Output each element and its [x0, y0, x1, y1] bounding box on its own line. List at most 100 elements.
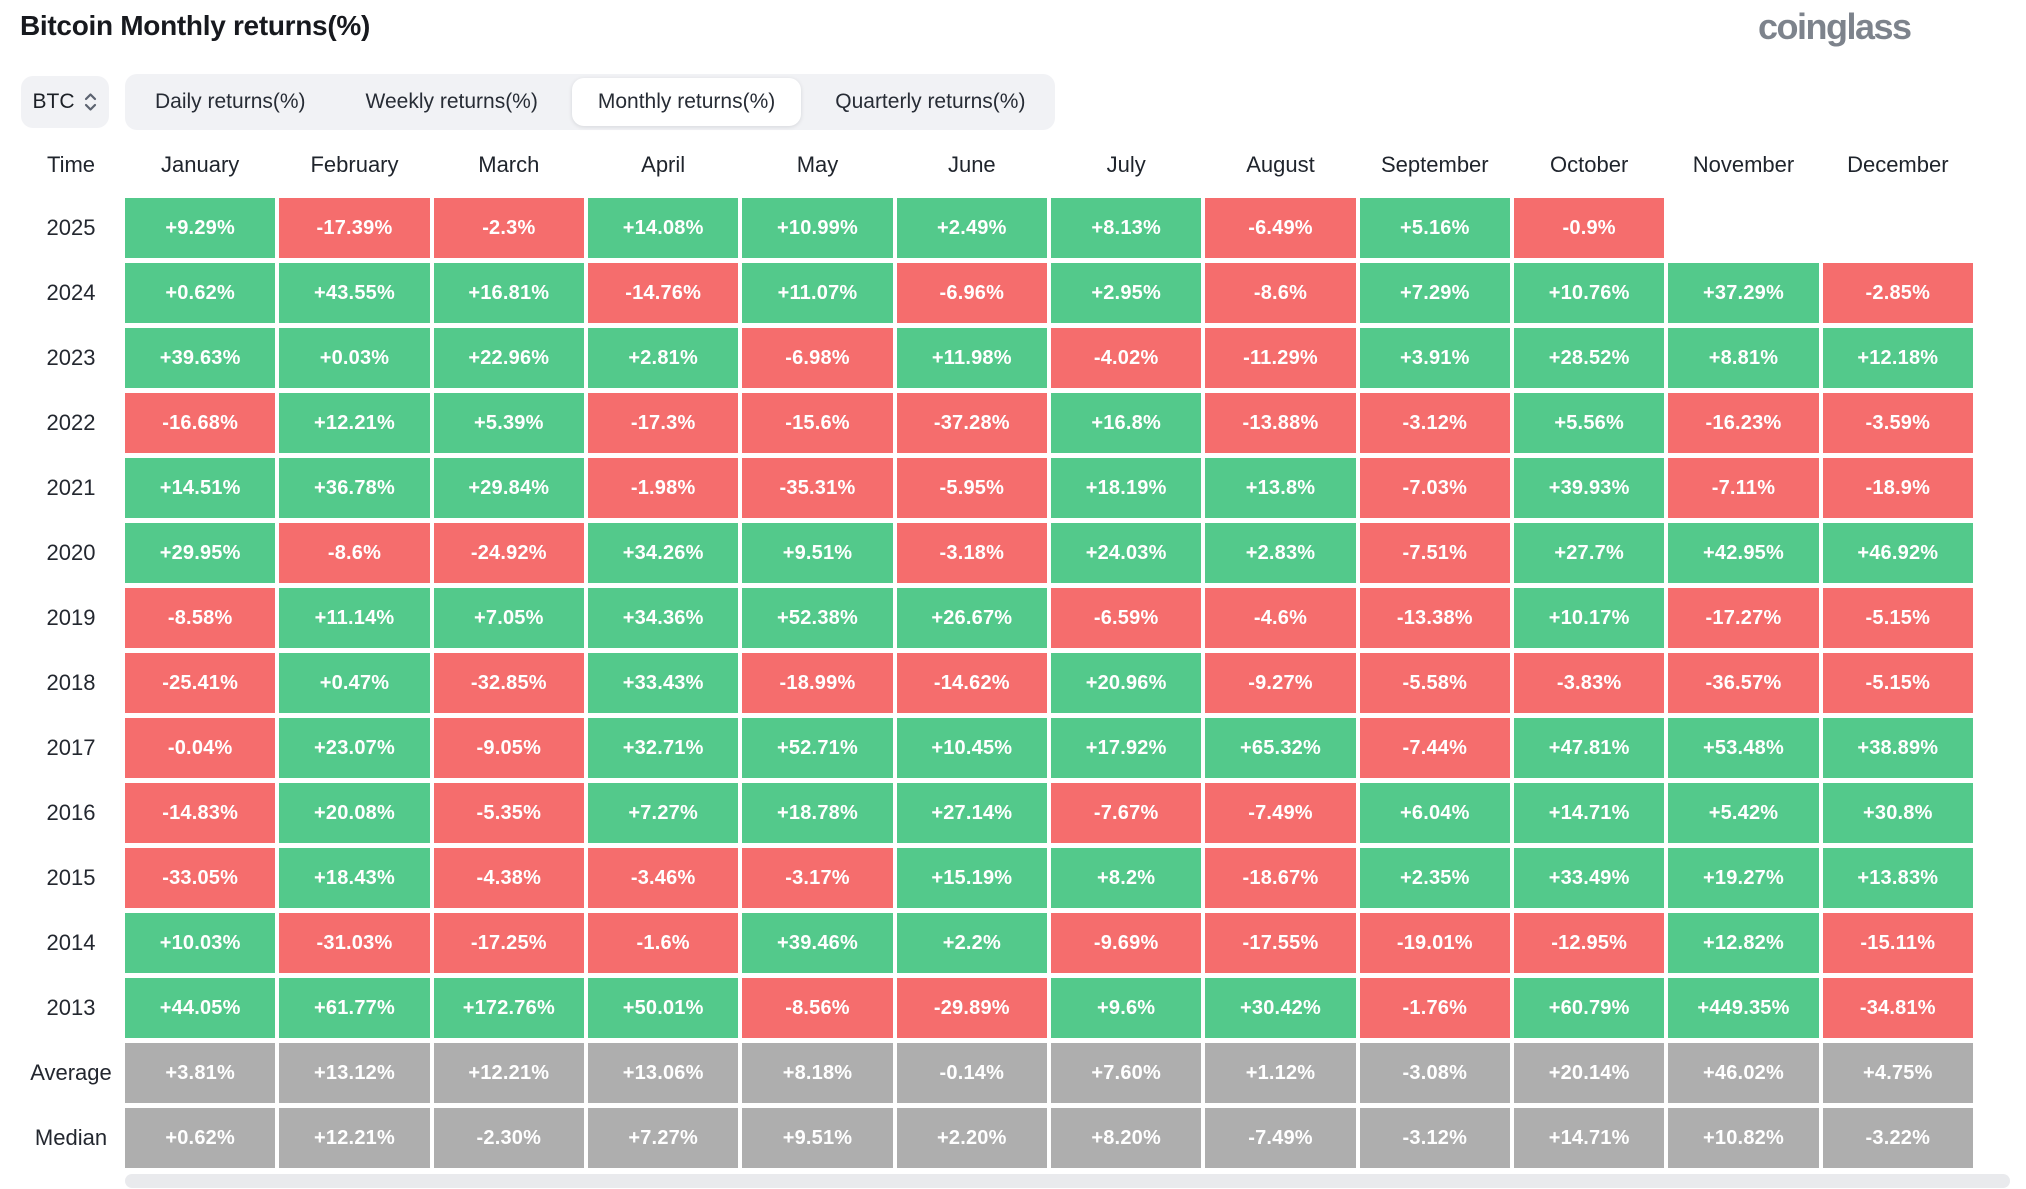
tab-quarterly-returns[interactable]: Quarterly returns(%) — [805, 74, 1055, 130]
return-cell: +10.76% — [1513, 263, 1665, 323]
coin-selector[interactable]: BTC — [21, 76, 109, 128]
return-cell: -35.31% — [742, 458, 893, 518]
return-cell: +33.43% — [587, 653, 739, 713]
return-cell: +10.03% — [125, 913, 276, 973]
return-cell: -14.83% — [125, 783, 276, 843]
return-cell: -17.27% — [1668, 588, 1819, 648]
return-cell: -18.67% — [1205, 848, 1356, 908]
return-cell: -15.6% — [742, 393, 893, 453]
return-cell: -0.9% — [1513, 198, 1665, 258]
return-cell: -4.02% — [1050, 328, 1202, 388]
return-cell: -5.58% — [1359, 653, 1510, 713]
return-cell: +8.20% — [1050, 1108, 1202, 1168]
year-row-label-2013: 2013 — [46, 995, 96, 1020]
table-row-2013: 2013 +44.05% +61.77% +172.76% +50.01% -8.56% -… — [21, 978, 1973, 1038]
return-cell: +30.42% — [1205, 978, 1356, 1038]
return-cell: +4.75% — [1822, 1043, 1973, 1103]
return-cell: -3.83% — [1513, 653, 1665, 713]
year-row-label-2019: 2019 — [46, 605, 96, 630]
return-cell-empty — [1823, 198, 1973, 258]
return-cell: +36.78% — [279, 458, 430, 518]
return-cell: -1.76% — [1359, 978, 1510, 1038]
return-cell: +26.67% — [896, 588, 1047, 648]
return-cell: -2.3% — [433, 198, 584, 258]
return-cell: -11.29% — [1205, 328, 1356, 388]
page-title: Bitcoin Monthly returns(%) — [20, 10, 370, 41]
horizontal-scrollbar[interactable] — [125, 1174, 2010, 1188]
tab-monthly-returns[interactable]: Monthly returns(%) — [571, 78, 802, 126]
return-cell: -36.57% — [1668, 653, 1819, 713]
return-cell: -15.11% — [1822, 913, 1973, 973]
return-cell: -19.01% — [1359, 913, 1510, 973]
return-cell: +12.21% — [433, 1043, 584, 1103]
month-header-june: June — [947, 152, 996, 177]
return-cell: -9.69% — [1050, 913, 1202, 973]
return-cell: -18.99% — [742, 653, 893, 713]
return-cell: +23.07% — [279, 718, 430, 778]
return-cell: +3.81% — [125, 1043, 276, 1103]
return-cell: +16.8% — [1050, 393, 1202, 453]
return-cell-empty — [1668, 198, 1818, 258]
table-row-2024: 2024 +0.62% +43.55% +16.81% -14.76% +11.07% -6… — [21, 263, 1973, 323]
tab-daily-returns[interactable]: Daily returns(%) — [125, 74, 336, 130]
return-cell: +2.49% — [896, 198, 1047, 258]
return-cell: -13.88% — [1205, 393, 1356, 453]
return-cell: +8.81% — [1668, 328, 1819, 388]
year-row-label-2022: 2022 — [46, 410, 96, 435]
monthly-returns-table: Time January February March April May June July… — [21, 140, 1973, 1173]
year-row-label-2015: 2015 — [46, 865, 96, 890]
return-cell: +46.92% — [1822, 523, 1973, 583]
return-cell: +44.05% — [125, 978, 276, 1038]
return-cell: -6.49% — [1205, 198, 1356, 258]
return-cell: -6.59% — [1050, 588, 1202, 648]
return-cell: +2.95% — [1050, 263, 1202, 323]
return-cell: +9.6% — [1050, 978, 1202, 1038]
return-cell: -3.46% — [587, 848, 739, 908]
return-cell: +5.42% — [1668, 783, 1819, 843]
return-cell: +27.7% — [1513, 523, 1665, 583]
return-cell: +24.03% — [1050, 523, 1202, 583]
return-cell: +18.78% — [742, 783, 893, 843]
return-cell: -5.15% — [1822, 653, 1973, 713]
return-cell: +14.51% — [125, 458, 276, 518]
return-cell: -0.14% — [896, 1043, 1047, 1103]
return-cell: -3.17% — [742, 848, 893, 908]
return-cell: -24.92% — [433, 523, 584, 583]
table-row-2015: 2015 -33.05% +18.43% -4.38% -3.46% -3.17% +15.… — [21, 848, 1973, 908]
return-cell: +53.48% — [1668, 718, 1819, 778]
return-cell: +7.05% — [433, 588, 584, 648]
return-cell: -7.03% — [1359, 458, 1510, 518]
return-cell: +60.79% — [1513, 978, 1665, 1038]
month-header-march: March — [478, 152, 540, 177]
tab-weekly-returns[interactable]: Weekly returns(%) — [336, 74, 568, 130]
return-cell: +29.95% — [125, 523, 276, 583]
month-header-september: September — [1381, 152, 1489, 177]
return-cell: +12.21% — [279, 393, 430, 453]
return-cell: +20.96% — [1050, 653, 1202, 713]
month-header-october: October — [1550, 152, 1629, 177]
return-cell: -17.25% — [433, 913, 584, 973]
return-cell: +10.17% — [1513, 588, 1665, 648]
return-cell: -1.6% — [587, 913, 739, 973]
return-cell: +50.01% — [587, 978, 739, 1038]
return-cell: +12.21% — [279, 1108, 430, 1168]
return-cell: +2.81% — [587, 328, 739, 388]
year-row-label-2021: 2021 — [46, 475, 96, 500]
return-cell: +39.46% — [742, 913, 893, 973]
return-cell: +2.35% — [1359, 848, 1510, 908]
return-cell: -8.56% — [742, 978, 893, 1038]
return-cell: +19.27% — [1668, 848, 1819, 908]
month-header-november: November — [1692, 152, 1795, 177]
return-cell: -1.98% — [587, 458, 739, 518]
return-cell: +10.99% — [742, 198, 893, 258]
return-cell: -9.05% — [433, 718, 584, 778]
return-cell: +2.20% — [896, 1108, 1047, 1168]
table-row-2020: 2020 +29.95% -8.6% -24.92% +34.26% +9.51% -3.1… — [21, 523, 1973, 583]
table-row-2014: 2014 +10.03% -31.03% -17.25% -1.6% +39.46% +2.… — [21, 913, 1973, 973]
return-cell: +0.62% — [125, 263, 276, 323]
return-cell: -4.38% — [433, 848, 584, 908]
return-cell: +32.71% — [587, 718, 739, 778]
month-header-february: February — [310, 152, 399, 177]
table-row-2019: 2019 -8.58% +11.14% +7.05% +34.36% +52.38% +26… — [21, 588, 1973, 648]
